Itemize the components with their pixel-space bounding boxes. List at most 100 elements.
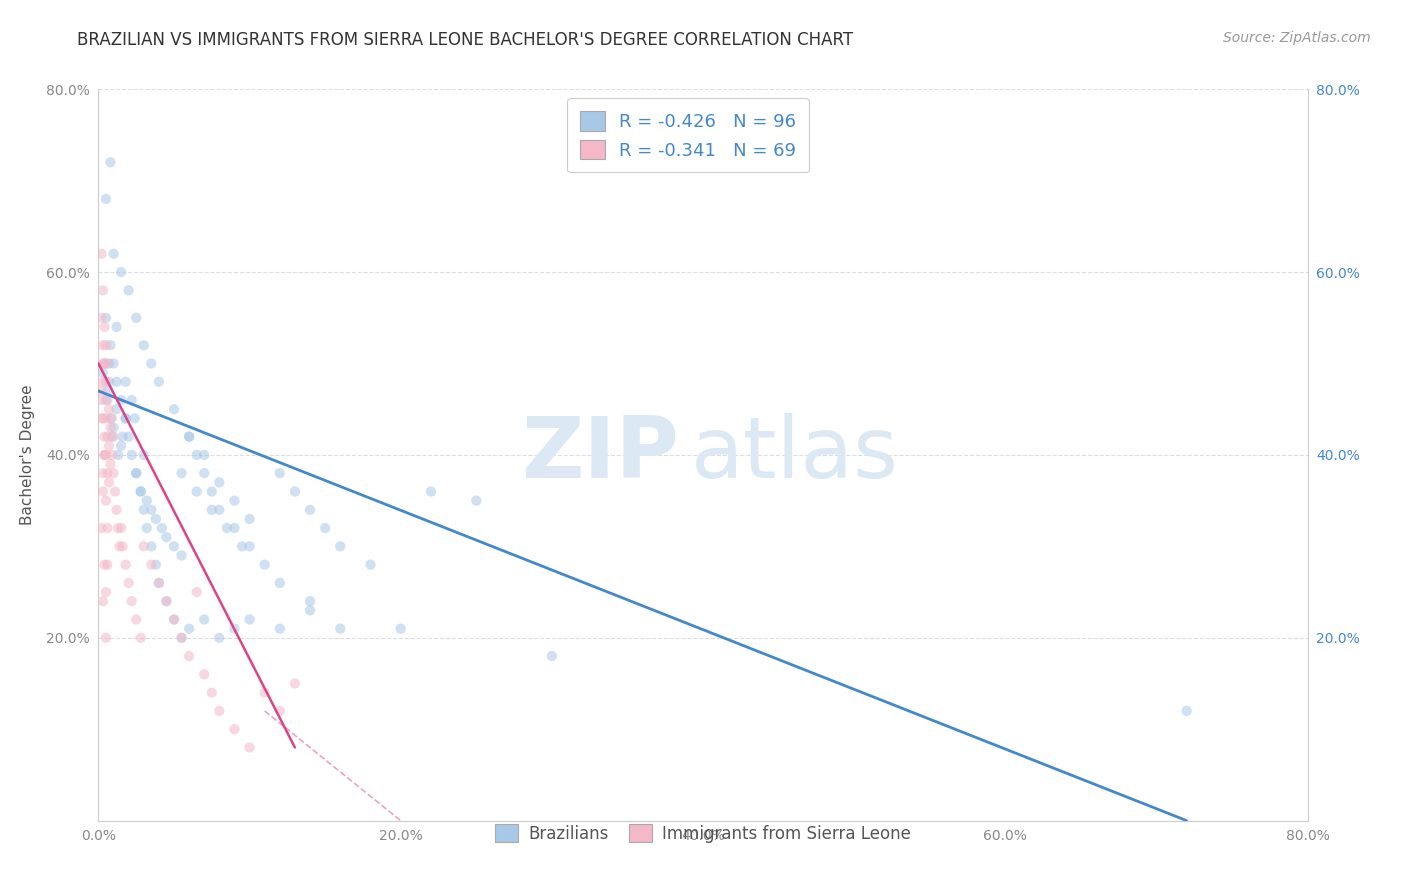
Point xyxy=(111,539,134,553)
Point xyxy=(299,603,322,617)
Point xyxy=(132,503,155,517)
Point xyxy=(94,392,117,407)
Point xyxy=(110,439,132,453)
Point xyxy=(329,539,352,553)
Point xyxy=(201,686,224,700)
Point xyxy=(100,457,122,471)
Point xyxy=(141,503,163,517)
Point xyxy=(91,411,114,425)
Point xyxy=(163,613,186,627)
Point xyxy=(132,539,155,553)
Point xyxy=(101,430,124,444)
Point xyxy=(224,723,246,737)
Point xyxy=(253,686,276,700)
Point xyxy=(1175,704,1198,718)
Text: atlas: atlas xyxy=(690,413,898,497)
Point xyxy=(94,375,117,389)
Point xyxy=(121,594,143,608)
Point xyxy=(141,558,163,572)
Point xyxy=(91,466,114,480)
Point xyxy=(253,558,276,572)
Point xyxy=(110,521,132,535)
Point xyxy=(186,484,208,499)
Point xyxy=(90,521,112,535)
Point xyxy=(90,246,112,260)
Point xyxy=(193,448,215,462)
Point xyxy=(96,521,118,535)
Point xyxy=(145,512,167,526)
Point xyxy=(132,338,155,352)
Point xyxy=(108,539,131,553)
Point xyxy=(132,448,155,462)
Point xyxy=(420,484,443,499)
Point xyxy=(114,375,136,389)
Point xyxy=(103,246,125,260)
Point xyxy=(224,493,246,508)
Point xyxy=(148,375,170,389)
Point xyxy=(91,284,114,298)
Point xyxy=(91,594,114,608)
Point xyxy=(93,558,115,572)
Point xyxy=(107,448,129,462)
Point xyxy=(121,448,143,462)
Point xyxy=(111,430,134,444)
Point xyxy=(94,493,117,508)
Point xyxy=(239,613,262,627)
Point xyxy=(100,411,122,425)
Point xyxy=(208,503,231,517)
Point xyxy=(125,466,148,480)
Point xyxy=(135,493,157,508)
Point xyxy=(193,667,215,681)
Point xyxy=(101,448,124,462)
Point xyxy=(96,558,118,572)
Point xyxy=(148,576,170,591)
Point xyxy=(201,484,224,499)
Point xyxy=(91,484,114,499)
Point xyxy=(93,356,115,371)
Point xyxy=(145,558,167,572)
Point xyxy=(90,411,112,425)
Point xyxy=(118,430,141,444)
Point xyxy=(93,448,115,462)
Point xyxy=(269,704,291,718)
Point xyxy=(118,576,141,591)
Point xyxy=(96,356,118,371)
Point xyxy=(284,676,307,690)
Point xyxy=(103,420,125,434)
Point xyxy=(110,265,132,279)
Point xyxy=(215,521,238,535)
Point xyxy=(94,192,117,206)
Point xyxy=(114,411,136,425)
Point xyxy=(100,155,122,169)
Point xyxy=(114,558,136,572)
Point xyxy=(125,613,148,627)
Point xyxy=(90,384,112,398)
Point xyxy=(101,411,124,425)
Point xyxy=(98,375,121,389)
Point xyxy=(141,539,163,553)
Point xyxy=(269,466,291,480)
Point xyxy=(94,411,117,425)
Point xyxy=(170,631,193,645)
Point xyxy=(94,448,117,462)
Point xyxy=(193,466,215,480)
Point xyxy=(103,356,125,371)
Point xyxy=(105,402,128,417)
Point xyxy=(100,420,122,434)
Point xyxy=(208,704,231,718)
Point xyxy=(269,576,291,591)
Point xyxy=(465,493,488,508)
Point xyxy=(96,392,118,407)
Legend: Brazilians, Immigrants from Sierra Leone: Brazilians, Immigrants from Sierra Leone xyxy=(485,814,921,853)
Point xyxy=(239,740,262,755)
Point xyxy=(98,356,121,371)
Point xyxy=(94,631,117,645)
Point xyxy=(224,521,246,535)
Y-axis label: Bachelor's Degree: Bachelor's Degree xyxy=(20,384,35,525)
Point xyxy=(98,475,121,490)
Point xyxy=(105,503,128,517)
Point xyxy=(179,430,201,444)
Text: Source: ZipAtlas.com: Source: ZipAtlas.com xyxy=(1223,31,1371,45)
Point xyxy=(163,613,186,627)
Point xyxy=(105,319,128,334)
